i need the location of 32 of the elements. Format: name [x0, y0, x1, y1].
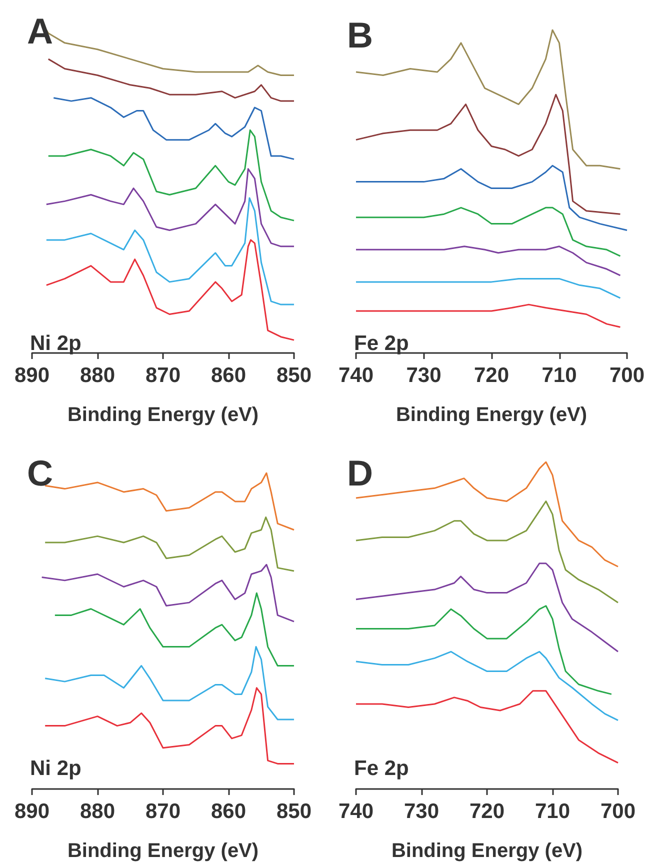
x-axis-title: Binding Energy (eV) — [67, 840, 259, 862]
annotation: Ni 2p — [30, 757, 82, 780]
x-tick-label: 730 — [404, 800, 440, 823]
x-tick-label: 720 — [469, 800, 505, 823]
chart-title: A — [27, 10, 53, 52]
x-tick-label: 890 — [14, 364, 50, 387]
chart-title: B — [347, 14, 373, 56]
x-tick-label: 860 — [210, 364, 246, 387]
x-tick-label: 860 — [210, 800, 246, 823]
x-tick-label: 890 — [14, 800, 50, 823]
x-tick-label: 870 — [145, 364, 181, 387]
chart-title: D — [347, 452, 373, 494]
x-tick-label: 870 — [145, 800, 181, 823]
x-tick-label: 880 — [80, 364, 116, 387]
x-axis-title: Binding Energy (eV) — [67, 404, 259, 426]
x-tick-label: 850 — [276, 364, 312, 387]
annotation: Fe 2p — [354, 757, 409, 780]
x-tick-label: 740 — [338, 800, 374, 823]
x-tick-label: 700 — [609, 364, 645, 387]
annotation: Fe 2p — [354, 332, 409, 355]
x-tick-label: 710 — [542, 364, 577, 387]
x-tick-label: 730 — [406, 364, 442, 387]
x-axis-title: Binding Energy (eV) — [396, 404, 588, 426]
chart-title: C — [27, 452, 53, 494]
x-tick-label: 880 — [80, 800, 116, 823]
x-tick-label: 720 — [474, 364, 510, 387]
x-tick-label: 740 — [338, 364, 374, 387]
x-tick-label: 710 — [534, 800, 570, 823]
x-axis-title: Binding Energy (eV) — [391, 840, 583, 862]
x-tick-label: 700 — [600, 800, 636, 823]
x-tick-label: 850 — [276, 800, 312, 823]
annotation: Ni 2p — [30, 332, 82, 355]
